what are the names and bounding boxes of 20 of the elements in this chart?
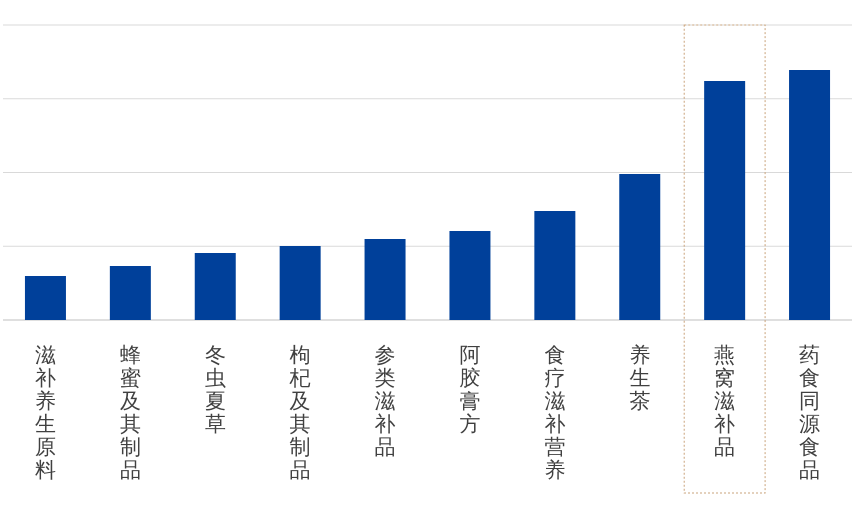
bar (789, 70, 830, 320)
x-tick-label: 滋补养生原料 (34, 343, 56, 482)
x-tick-label: 参类滋补品 (374, 343, 396, 459)
x-tick-label: 食疗滋补营养 (544, 343, 566, 482)
x-tick-label: 蜂蜜及其制品 (120, 343, 141, 482)
bar (280, 246, 321, 320)
bar (364, 239, 406, 320)
bar (110, 266, 151, 320)
x-tick-label: 药食同源食品 (799, 343, 820, 482)
bar (534, 211, 576, 320)
bar (619, 174, 660, 320)
x-tick-label: 枸杞及其制品 (288, 343, 311, 482)
bar (449, 231, 490, 320)
bar (24, 276, 66, 320)
x-tick-label: 养生茶 (629, 343, 650, 413)
x-tick-label: 阿胶膏方 (459, 343, 480, 436)
bar (704, 81, 746, 320)
x-tick-label: 冬虫夏草 (204, 343, 226, 436)
x-tick-label: 燕窝滋补品 (714, 343, 736, 459)
bar (194, 253, 236, 320)
